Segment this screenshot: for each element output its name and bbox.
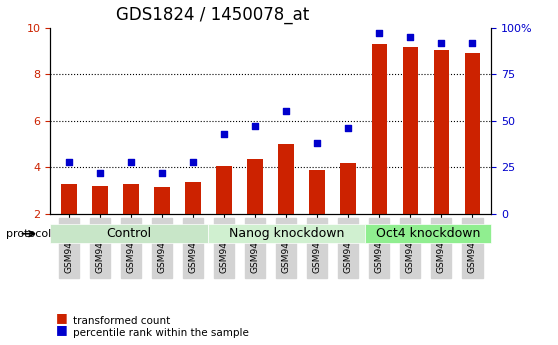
Point <box>157 170 166 176</box>
Text: protocol: protocol <box>6 229 51 239</box>
Bar <box>154 187 170 214</box>
Text: ■: ■ <box>56 311 68 324</box>
Point <box>127 159 136 165</box>
Bar <box>217 166 232 214</box>
Bar <box>123 184 139 214</box>
Bar <box>185 183 201 214</box>
Bar <box>92 186 108 214</box>
Bar <box>434 50 449 214</box>
Bar <box>278 144 294 214</box>
Point <box>251 124 259 129</box>
Point <box>189 159 198 165</box>
Bar <box>372 44 387 214</box>
Point <box>220 131 229 137</box>
Bar <box>247 159 263 214</box>
Text: Nanog knockdown: Nanog knockdown <box>229 227 344 240</box>
Point <box>312 140 321 146</box>
Bar <box>465 53 480 214</box>
Point <box>468 40 477 45</box>
Point <box>375 30 384 36</box>
Text: Oct4 knockdown: Oct4 knockdown <box>376 227 480 240</box>
Text: Control: Control <box>107 227 152 240</box>
Bar <box>340 162 356 214</box>
Point <box>406 34 415 40</box>
Bar <box>310 170 325 214</box>
Point <box>95 170 104 176</box>
Bar <box>61 184 76 214</box>
Point <box>64 159 73 165</box>
Text: ■: ■ <box>56 323 68 336</box>
Point <box>437 40 446 45</box>
Bar <box>402 47 418 214</box>
Point <box>282 109 291 114</box>
Point <box>344 126 353 131</box>
Text: GDS1824 / 1450078_at: GDS1824 / 1450078_at <box>117 6 310 23</box>
Text: percentile rank within the sample: percentile rank within the sample <box>73 328 248 338</box>
Text: transformed count: transformed count <box>73 316 170 326</box>
